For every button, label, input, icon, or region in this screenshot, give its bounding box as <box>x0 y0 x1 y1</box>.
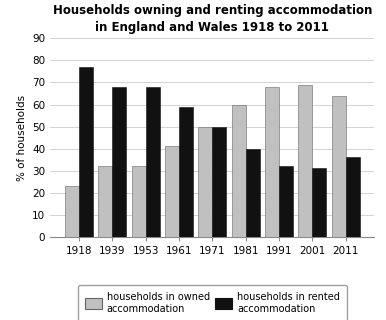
Bar <box>298 85 312 237</box>
Bar <box>98 166 112 237</box>
Bar <box>312 168 326 237</box>
Bar <box>165 147 179 237</box>
Bar <box>198 127 212 237</box>
Bar <box>232 105 245 237</box>
Bar <box>212 127 226 237</box>
Title: Households owning and renting accommodation
in England and Wales 1918 to 2011: Households owning and renting accommodat… <box>52 4 372 35</box>
Bar <box>132 166 146 237</box>
Bar <box>332 96 346 237</box>
Bar <box>65 186 79 237</box>
Legend: households in owned
accommodation, households in rented
accommodation: households in owned accommodation, house… <box>78 285 347 320</box>
Bar <box>279 166 293 237</box>
Bar <box>179 107 193 237</box>
Bar <box>112 87 126 237</box>
Bar <box>79 67 93 237</box>
Y-axis label: % of households: % of households <box>17 94 27 181</box>
Bar <box>245 148 260 237</box>
Bar <box>265 87 279 237</box>
Bar <box>346 157 360 237</box>
Bar <box>146 87 160 237</box>
